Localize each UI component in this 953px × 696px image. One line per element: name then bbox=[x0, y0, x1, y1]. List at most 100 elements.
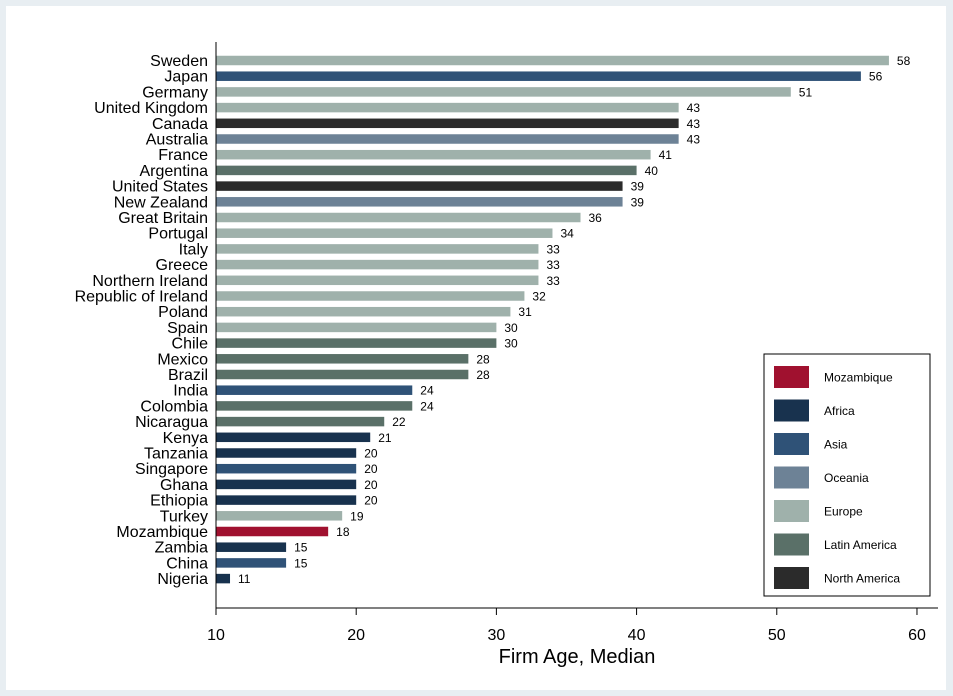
value-label-united-kingdom: 43 bbox=[687, 101, 701, 115]
bar-china bbox=[216, 558, 287, 568]
category-label-france: France bbox=[158, 147, 208, 164]
category-label-portugal: Portugal bbox=[148, 226, 208, 243]
value-label-united-states: 39 bbox=[631, 180, 645, 194]
legend-label-africa: Africa bbox=[824, 404, 855, 418]
x-tick-label-50: 50 bbox=[768, 627, 786, 644]
value-label-greece: 33 bbox=[546, 258, 560, 272]
value-label-france: 41 bbox=[659, 148, 673, 162]
bar-india bbox=[216, 385, 413, 395]
value-label-tanzania: 20 bbox=[364, 447, 378, 461]
bar-argentina bbox=[216, 165, 637, 176]
value-label-sweden: 58 bbox=[897, 54, 911, 68]
bar-portugal bbox=[216, 228, 553, 238]
value-label-singapore: 20 bbox=[364, 462, 378, 476]
category-label-poland: Poland bbox=[158, 304, 208, 321]
bar-kenya bbox=[216, 432, 371, 443]
bar-mexico bbox=[216, 354, 469, 364]
category-label-germany: Germany bbox=[142, 84, 208, 101]
category-label-canada: Canada bbox=[152, 116, 208, 133]
bar-new-zealand bbox=[216, 197, 623, 207]
bar-brazil bbox=[216, 369, 469, 380]
category-label-singapore: Singapore bbox=[135, 461, 208, 478]
value-label-great-britain: 36 bbox=[589, 211, 603, 225]
category-label-colombia: Colombia bbox=[140, 398, 208, 415]
category-label-brazil: Brazil bbox=[168, 367, 208, 384]
legend: Mozambique Africa Asia Oceania Europe Latin A… bbox=[763, 353, 931, 597]
value-label-argentina: 40 bbox=[645, 164, 659, 178]
category-label-ethiopia: Ethiopia bbox=[150, 493, 208, 510]
bar-tanzania bbox=[216, 448, 357, 458]
category-label-japan: Japan bbox=[164, 69, 208, 86]
value-label-turkey: 19 bbox=[350, 509, 364, 523]
category-label-northern-ireland: Northern Ireland bbox=[92, 273, 208, 290]
value-label-germany: 51 bbox=[799, 85, 813, 99]
value-label-chile: 30 bbox=[504, 337, 518, 351]
category-label-united-kingdom: United Kingdom bbox=[94, 100, 208, 117]
bar-australia bbox=[216, 134, 679, 144]
bar-turkey bbox=[216, 511, 343, 521]
bar-chile bbox=[216, 338, 497, 348]
bar-mozambique bbox=[216, 526, 329, 537]
bar-united-states bbox=[216, 181, 623, 191]
x-tick-label-40: 40 bbox=[628, 627, 646, 644]
category-label-new-zealand: New Zealand bbox=[114, 194, 208, 211]
category-label-zambia: Zambia bbox=[155, 540, 208, 557]
bar-singapore bbox=[216, 463, 357, 474]
value-label-china: 15 bbox=[294, 556, 308, 570]
value-label-republic-of-ireland: 32 bbox=[532, 290, 546, 304]
bar-poland bbox=[216, 306, 511, 317]
value-label-zambia: 15 bbox=[294, 541, 308, 555]
value-labels: 5856514343434140393936343333333231303028… bbox=[238, 54, 911, 586]
x-ticks: 10 20 30 40 50 60 bbox=[207, 608, 926, 644]
value-label-ethiopia: 20 bbox=[364, 494, 378, 508]
category-label-chile: Chile bbox=[172, 336, 209, 353]
value-label-nigeria: 11 bbox=[238, 572, 251, 586]
x-tick-label-20: 20 bbox=[347, 627, 365, 644]
category-label-spain: Spain bbox=[167, 320, 208, 337]
legend-swatch-asia bbox=[774, 433, 809, 455]
bar-united-kingdom bbox=[216, 102, 679, 113]
category-label-mexico: Mexico bbox=[157, 351, 208, 368]
value-label-northern-ireland: 33 bbox=[546, 274, 560, 288]
value-label-portugal: 34 bbox=[560, 227, 574, 241]
bar-nicaragua bbox=[216, 416, 385, 427]
legend-swatch-africa bbox=[774, 399, 809, 422]
category-label-united-states: United States bbox=[112, 179, 208, 196]
bar-northern-ireland bbox=[216, 275, 539, 286]
bar-republic-of-ireland bbox=[216, 291, 525, 301]
legend-label-mozambique: Mozambique bbox=[824, 371, 893, 385]
category-label-australia: Australia bbox=[146, 132, 208, 149]
bar-zambia bbox=[216, 542, 287, 552]
value-label-mozambique: 18 bbox=[336, 525, 350, 539]
category-label-turkey: Turkey bbox=[160, 508, 208, 525]
x-tick-label-10: 10 bbox=[207, 627, 225, 644]
bar-canada bbox=[216, 118, 679, 129]
bar-spain bbox=[216, 322, 497, 333]
value-label-japan: 56 bbox=[869, 70, 883, 84]
category-label-kenya: Kenya bbox=[163, 430, 208, 447]
value-label-new-zealand: 39 bbox=[631, 195, 645, 209]
category-label-nicaragua: Nicaragua bbox=[135, 414, 208, 431]
category-label-india: India bbox=[173, 383, 208, 400]
value-label-italy: 33 bbox=[546, 242, 560, 256]
bar-ethiopia bbox=[216, 495, 357, 505]
x-axis-title: Firm Age, Median bbox=[499, 646, 656, 668]
value-label-mexico: 28 bbox=[476, 352, 490, 366]
bar-greece bbox=[216, 259, 539, 270]
value-label-colombia: 24 bbox=[420, 399, 434, 413]
category-label-mozambique: Mozambique bbox=[116, 524, 208, 541]
category-label-republic-of-ireland: Republic of Ireland bbox=[75, 289, 208, 306]
legend-label-oceania: Oceania bbox=[824, 471, 869, 485]
bar-germany bbox=[216, 87, 791, 97]
legend-items: Mozambique Africa Asia Oceania Europe Latin A… bbox=[774, 366, 900, 589]
legend-label-latin-america: Latin America bbox=[824, 538, 897, 552]
legend-swatch-mozambique bbox=[774, 366, 809, 388]
value-label-poland: 31 bbox=[518, 305, 532, 319]
value-label-ghana: 20 bbox=[364, 478, 378, 492]
bar-colombia bbox=[216, 401, 413, 411]
x-tick-label-30: 30 bbox=[487, 627, 505, 644]
category-label-great-britain: Great Britain bbox=[118, 210, 208, 227]
category-label-china: China bbox=[166, 555, 208, 572]
category-label-ghana: Ghana bbox=[160, 477, 208, 494]
value-label-india: 24 bbox=[420, 384, 434, 398]
